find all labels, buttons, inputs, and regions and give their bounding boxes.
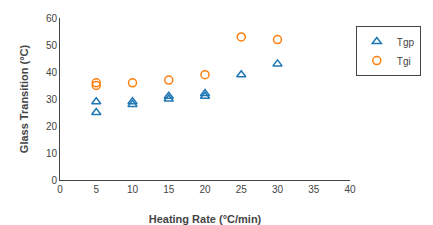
- svg-text:30: 30: [272, 184, 284, 195]
- svg-text:20: 20: [199, 184, 211, 195]
- svg-text:25: 25: [236, 184, 248, 195]
- svg-text:5: 5: [93, 184, 99, 195]
- svg-text:30: 30: [46, 94, 58, 105]
- svg-text:Tgi: Tgi: [397, 56, 411, 67]
- svg-text:40: 40: [46, 67, 58, 78]
- svg-text:Glass Transition (°C): Glass Transition (°C): [18, 45, 30, 154]
- svg-text:60: 60: [46, 13, 58, 24]
- svg-text:15: 15: [163, 184, 175, 195]
- svg-text:0: 0: [57, 184, 63, 195]
- svg-text:50: 50: [46, 40, 58, 51]
- svg-text:10: 10: [46, 148, 58, 159]
- svg-text:Heating Rate (°C/min): Heating Rate (°C/min): [149, 213, 262, 225]
- svg-text:10: 10: [127, 184, 139, 195]
- svg-text:20: 20: [46, 121, 58, 132]
- svg-text:40: 40: [344, 184, 356, 195]
- svg-text:Tgp: Tgp: [397, 37, 415, 48]
- svg-text:0: 0: [51, 175, 57, 186]
- svg-text:35: 35: [308, 184, 320, 195]
